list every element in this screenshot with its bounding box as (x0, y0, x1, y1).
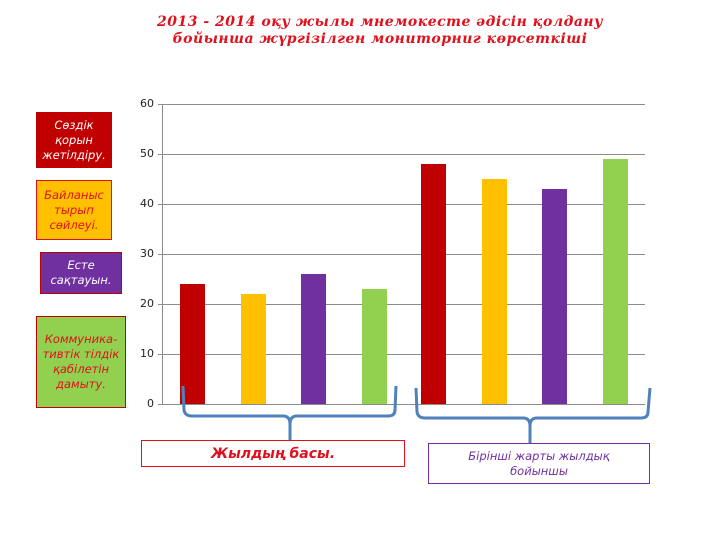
y-tick-label: 40 (140, 197, 154, 210)
legend-item-communicative: Коммуника-тивтік тілдік қабілетін дамыту… (36, 316, 126, 408)
gridline (158, 254, 645, 255)
bar (180, 284, 205, 404)
bar (482, 179, 507, 404)
legend-label: Коммуника-тивтік тілдік қабілетін дамыту… (42, 332, 120, 391)
y-tick-label: 50 (140, 147, 154, 160)
legend-item-connected-speech: Байланыс тырып сөйлеуі. (36, 180, 112, 240)
gridline (158, 354, 645, 355)
group-label-first-half: Бірінші жарты жылдық бойыншы (428, 443, 650, 484)
y-tick-label: 0 (147, 397, 154, 410)
gridline (158, 404, 645, 405)
bar (362, 289, 387, 404)
legend-label: Есте сақтауын. (50, 258, 112, 287)
y-tick-label: 10 (140, 347, 154, 360)
y-tick-label: 30 (140, 247, 154, 260)
legend-item-memory: Есте сақтауын. (40, 252, 122, 294)
y-axis (162, 104, 163, 404)
bar (241, 294, 266, 404)
group-label-text: Жылдың басы. (210, 445, 336, 462)
bar (301, 274, 326, 404)
chart-title: 2013 - 2014 оқу жылы мнемокесте әдісін қ… (157, 14, 603, 47)
bar (542, 189, 567, 404)
gridline (158, 154, 645, 155)
legend-label: Байланыс тырып сөйлеуі. (44, 187, 104, 232)
group-label-text: Бірінші жарты жылдық бойыншы (468, 448, 610, 478)
bar (421, 164, 446, 404)
legend-item-vocabulary: Сөздік қорын жетілдіру. (36, 112, 112, 168)
bar (603, 159, 628, 404)
legend-label: Сөздік қорын жетілдіру. (42, 117, 106, 162)
group-label-year-start: Жылдың басы. (141, 440, 405, 467)
gridline (158, 204, 645, 205)
gridline (158, 104, 645, 105)
y-tick-label: 60 (140, 97, 154, 110)
gridline (158, 304, 645, 305)
y-tick-label: 20 (140, 297, 154, 310)
